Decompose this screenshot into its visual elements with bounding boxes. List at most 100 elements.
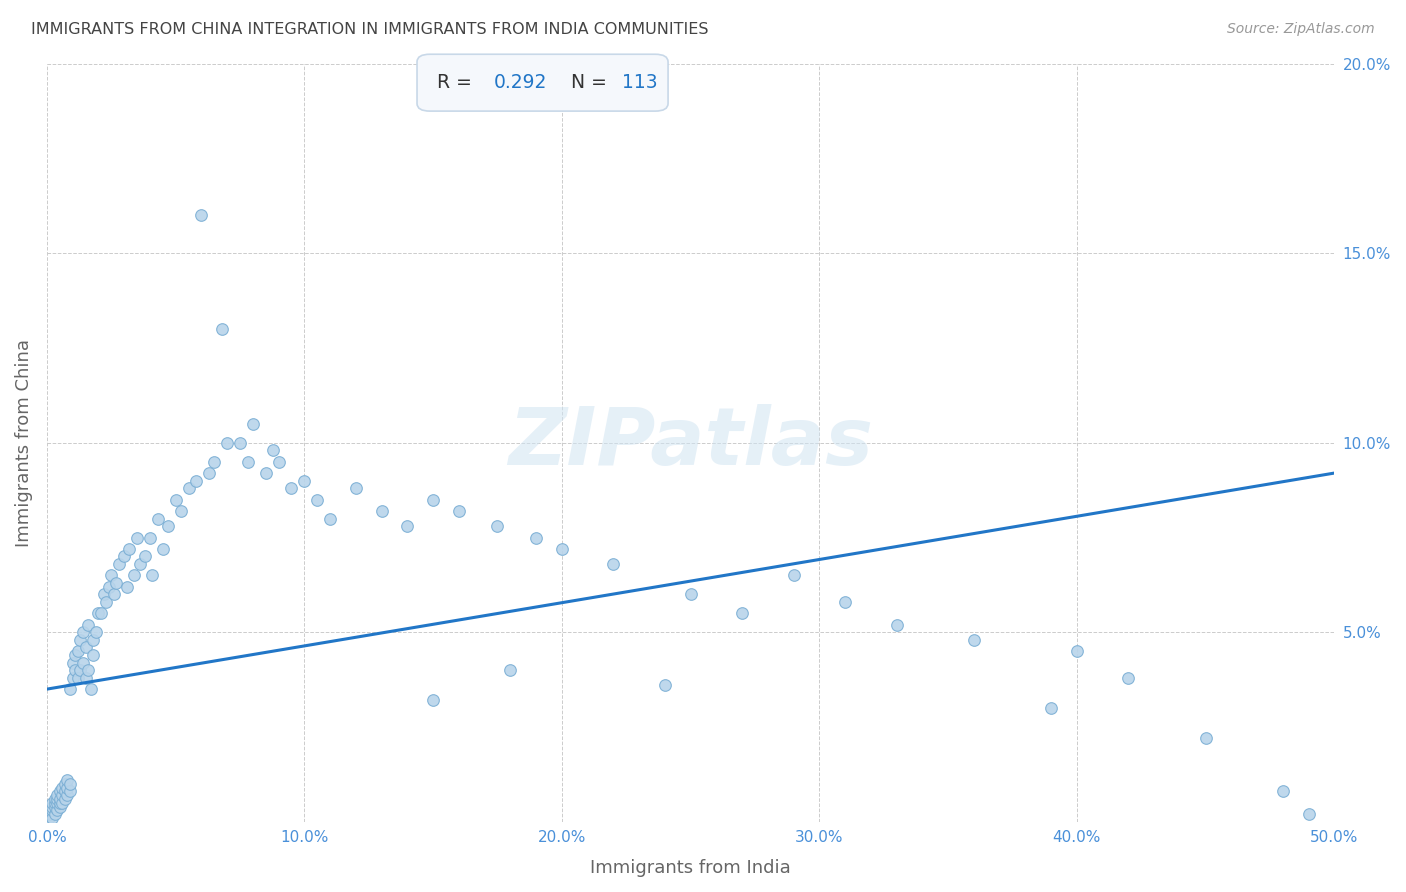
Point	[63, 648, 86, 662]
Point	[66, 671, 89, 685]
Point	[679, 587, 702, 601]
Point	[72, 625, 94, 640]
Point	[202, 455, 225, 469]
Point	[170, 504, 193, 518]
Point	[49, 796, 72, 810]
X-axis label: Immigrants from India: Immigrants from India	[591, 859, 792, 877]
Point	[49, 784, 72, 798]
Point	[44, 796, 66, 810]
Point	[93, 587, 115, 601]
Point	[319, 511, 342, 525]
Point	[551, 541, 574, 556]
Point	[77, 663, 100, 677]
Point	[447, 504, 470, 518]
Point	[146, 511, 169, 525]
Point	[46, 789, 69, 803]
Point	[87, 607, 110, 621]
Point	[125, 531, 148, 545]
Point	[49, 792, 72, 806]
Point	[75, 640, 97, 655]
Point	[141, 568, 163, 582]
Point	[254, 466, 277, 480]
Point	[103, 587, 125, 601]
Point	[84, 625, 107, 640]
Point	[307, 492, 329, 507]
Point	[886, 617, 908, 632]
Point	[134, 549, 156, 564]
Point	[370, 504, 392, 518]
Point	[198, 466, 221, 480]
Point	[499, 663, 522, 677]
Point	[602, 557, 624, 571]
Point	[165, 492, 187, 507]
Point	[49, 799, 72, 814]
Point	[1194, 731, 1216, 746]
Point	[90, 607, 112, 621]
Point	[38, 807, 60, 822]
Point	[94, 595, 117, 609]
Point	[229, 435, 252, 450]
Point	[59, 682, 82, 697]
Point	[118, 541, 141, 556]
Point	[396, 519, 419, 533]
Text: IMMIGRANTS FROM CHINA INTEGRATION IN IMMIGRANTS FROM INDIA COMMUNITIES: IMMIGRANTS FROM CHINA INTEGRATION IN IMM…	[31, 22, 709, 37]
Point	[53, 784, 76, 798]
Point	[41, 811, 63, 825]
Text: Source: ZipAtlas.com: Source: ZipAtlas.com	[1227, 22, 1375, 37]
Point	[1271, 784, 1294, 798]
Point	[46, 796, 69, 810]
Point	[79, 682, 101, 697]
Point	[77, 617, 100, 632]
Point	[124, 568, 146, 582]
Point	[108, 557, 131, 571]
Point	[59, 784, 82, 798]
Text: 0.292: 0.292	[494, 73, 547, 92]
Point	[156, 519, 179, 533]
Point	[112, 549, 135, 564]
Point	[128, 557, 150, 571]
Point	[69, 632, 91, 647]
Point	[51, 789, 73, 803]
Point	[66, 644, 89, 658]
Point	[1066, 644, 1088, 658]
Point	[186, 474, 208, 488]
Point	[344, 481, 367, 495]
Point	[41, 804, 63, 818]
Point	[97, 580, 120, 594]
Point	[1040, 701, 1063, 715]
Point	[72, 656, 94, 670]
Point	[1116, 671, 1139, 685]
Point	[263, 443, 285, 458]
Point	[217, 435, 239, 450]
Y-axis label: Immigrants from China: Immigrants from China	[15, 339, 32, 547]
Point	[56, 789, 79, 803]
Point	[44, 807, 66, 822]
Point	[62, 656, 84, 670]
Point	[963, 632, 986, 647]
Point	[63, 663, 86, 677]
Text: R =: R =	[437, 73, 478, 92]
Text: N =: N =	[571, 73, 613, 92]
Point	[190, 208, 212, 222]
Point	[51, 796, 73, 810]
Point	[56, 773, 79, 788]
Point	[267, 455, 290, 469]
Point	[242, 417, 264, 431]
Point	[105, 576, 128, 591]
Point	[46, 804, 69, 818]
Point	[152, 541, 174, 556]
Point	[62, 671, 84, 685]
Point	[69, 663, 91, 677]
Point	[524, 531, 547, 545]
Point	[292, 474, 315, 488]
Point	[115, 580, 138, 594]
Point	[82, 648, 104, 662]
Point	[41, 799, 63, 814]
Point	[486, 519, 509, 533]
Point	[51, 780, 73, 795]
Point	[38, 811, 60, 825]
Point	[834, 595, 856, 609]
Point	[46, 792, 69, 806]
Text: ZIPatlas: ZIPatlas	[508, 404, 873, 482]
Point	[422, 492, 444, 507]
